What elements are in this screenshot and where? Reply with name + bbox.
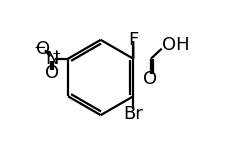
Text: +: + (52, 49, 61, 59)
Text: −: − (33, 40, 46, 55)
Text: O: O (143, 70, 157, 88)
Text: OH: OH (162, 36, 190, 54)
Text: N: N (45, 50, 59, 68)
Text: F: F (128, 31, 138, 49)
Text: Br: Br (123, 105, 143, 123)
Text: O: O (36, 40, 51, 58)
Text: O: O (45, 64, 59, 82)
